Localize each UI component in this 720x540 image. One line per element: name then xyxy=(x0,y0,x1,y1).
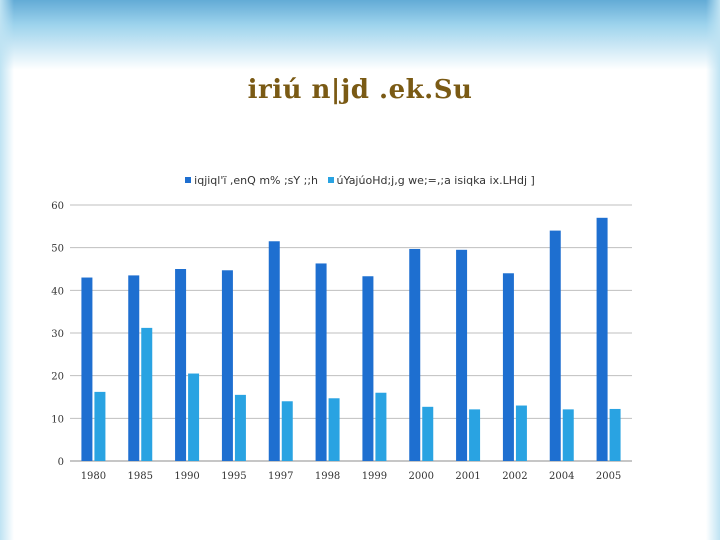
bar-series2-2002 xyxy=(515,405,527,461)
bar-series1-1985 xyxy=(128,275,140,461)
bars xyxy=(81,217,621,461)
x-tick-label: 1999 xyxy=(362,471,387,482)
bar-series1-1990 xyxy=(175,269,187,461)
right-frame xyxy=(706,0,720,540)
bar-series2-2000 xyxy=(422,406,434,461)
bar-series2-1999 xyxy=(375,392,387,461)
bar-series1-1997 xyxy=(268,241,280,461)
bar-series2-1997 xyxy=(281,401,293,461)
bar-series1-2002 xyxy=(502,273,514,461)
chart-legend: iqjiql'ï ,enQ m% ;sY ;;h úYajúoHd;j,g we… xyxy=(0,173,720,187)
bar-series1-2001 xyxy=(456,249,468,461)
legend-swatch-series1 xyxy=(185,177,192,183)
bar-series2-1985 xyxy=(141,327,153,461)
legend-item-series2: úYajúoHd;j,g we;=,;a isiqka ix.LHdj ] xyxy=(327,173,535,187)
x-tick-label: 2001 xyxy=(455,471,480,482)
bar-series1-1980 xyxy=(81,277,93,461)
chart-title: iriú n|jd .ek.Su xyxy=(247,75,473,105)
y-tick-label: 0 xyxy=(58,457,64,468)
y-tick-label: 20 xyxy=(51,372,64,383)
x-tick-label: 1998 xyxy=(315,471,340,482)
bar-series2-2004 xyxy=(562,409,574,461)
y-tick-label: 30 xyxy=(51,329,64,340)
x-tick-label: 2005 xyxy=(596,471,621,482)
x-axis-ticks: 1980 1985 1990 1995 1997 1998 1999 2000 2001 2002… xyxy=(81,471,622,482)
y-tick-label: 40 xyxy=(51,286,64,297)
y-tick-label: 50 xyxy=(51,244,64,255)
legend-label-series1: iqjiql'ï ,enQ m% ;sY ;;h xyxy=(194,173,319,187)
legend-item-series1: iqjiql'ï ,enQ m% ;sY ;;h xyxy=(185,174,318,187)
bar-series2-1990 xyxy=(188,373,200,461)
x-tick-label: 2002 xyxy=(502,471,527,482)
header-band xyxy=(0,0,720,70)
gridlines xyxy=(70,204,632,462)
x-tick-label: 1997 xyxy=(268,471,293,482)
bar-series2-1980 xyxy=(94,391,106,461)
bar-series1-2004 xyxy=(549,230,561,461)
legend-label-series2: úYajúoHd;j,g we;=,;a isiqka ix.LHdj ] xyxy=(336,173,535,187)
bar-series1-2005 xyxy=(596,217,608,461)
bar-series1-2000 xyxy=(409,248,421,461)
x-tick-label: 1980 xyxy=(81,471,106,482)
bar-series2-2001 xyxy=(469,409,481,461)
x-tick-label: 1985 xyxy=(128,471,153,482)
y-tick-label: 60 xyxy=(51,201,64,212)
y-tick-label: 10 xyxy=(51,414,64,425)
left-frame xyxy=(0,0,14,540)
x-tick-label: 1990 xyxy=(174,471,199,482)
bar-series1-1995 xyxy=(221,270,233,461)
x-tick-label: 2000 xyxy=(409,471,434,482)
bar-series2-1998 xyxy=(328,398,340,461)
bar-series2-1995 xyxy=(234,394,246,461)
bar-series2-2005 xyxy=(609,408,621,461)
bar-series1-1999 xyxy=(362,276,374,461)
x-tick-label: 1995 xyxy=(221,471,246,482)
bar-series1-1998 xyxy=(315,263,327,461)
x-tick-label: 2004 xyxy=(549,471,574,482)
legend-swatch-series2 xyxy=(327,177,334,183)
y-axis-ticks: 0 10 20 30 40 50 60 xyxy=(51,201,64,468)
